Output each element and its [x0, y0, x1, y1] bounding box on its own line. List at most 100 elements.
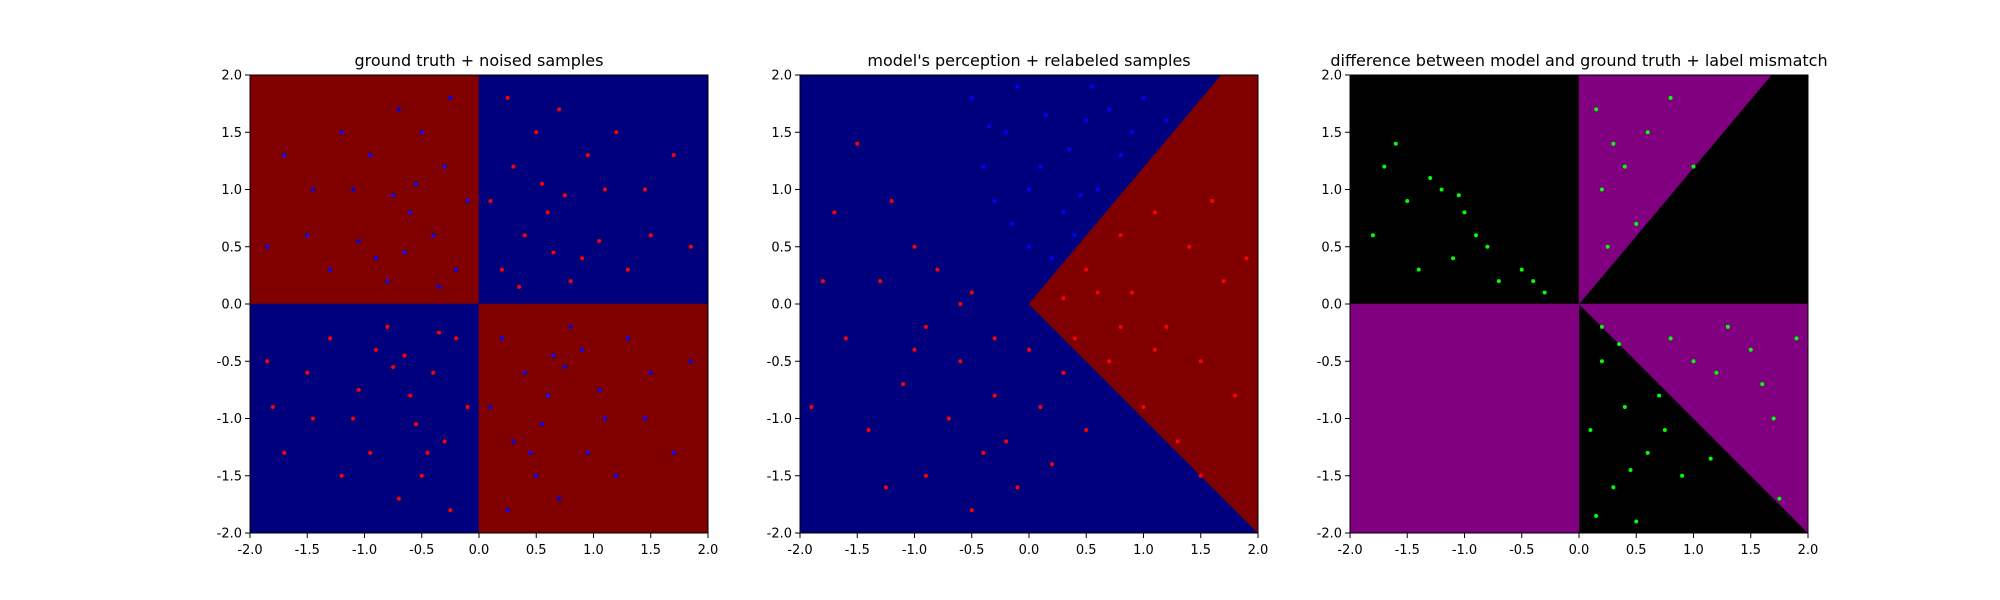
point-series-2: [981, 164, 986, 169]
point-series-1: [425, 450, 430, 455]
point-series-2: [511, 439, 516, 444]
point-series-1: [557, 107, 562, 112]
point-series-1: [809, 405, 814, 410]
point-series-1: [1599, 187, 1604, 192]
point-series-1: [414, 422, 419, 427]
point-series-2: [431, 233, 436, 238]
point-series-1: [1594, 513, 1599, 518]
x-tick-label: -1.0: [1452, 543, 1477, 558]
point-series-1: [1462, 210, 1467, 215]
region-4: [478, 303, 708, 533]
point-series-2: [1141, 95, 1146, 100]
point-series-1: [351, 416, 356, 421]
point-series-1: [820, 279, 825, 284]
point-series-1: [1628, 468, 1633, 473]
region-1: [250, 75, 480, 305]
point-series-1: [1691, 164, 1696, 169]
point-series-1: [1233, 393, 1238, 398]
point-series-1: [270, 405, 275, 410]
point-series-2: [488, 405, 493, 410]
y-tick-label: 2.0: [771, 69, 792, 84]
point-series-2: [969, 95, 974, 100]
point-series-2: [688, 359, 693, 364]
point-series-1: [305, 370, 310, 375]
point-series-2: [356, 239, 361, 244]
point-series-2: [454, 267, 459, 272]
point-series-2: [448, 95, 453, 100]
point-series-1: [1428, 176, 1433, 181]
point-series-2: [539, 422, 544, 427]
point-series-1: [1662, 427, 1667, 432]
point-series-1: [448, 508, 453, 513]
point-series-1: [946, 416, 951, 421]
point-series-1: [597, 239, 602, 244]
point-series-1: [1657, 393, 1662, 398]
x-tick-label: 1.0: [1133, 543, 1154, 558]
x-tick-label: 0.5: [526, 543, 547, 558]
point-series-2: [339, 130, 344, 135]
point-series-1: [339, 473, 344, 478]
point-series-1: [1760, 382, 1765, 387]
chart-panel-2: -2.0 -1.5 -1.0 -0.5 0.0 0.5 1.0 1.5 2.0 -2.0 -1.5 -…: [767, 51, 1269, 558]
point-series-1: [992, 393, 997, 398]
point-series-2: [419, 130, 424, 135]
point-series-1: [505, 95, 510, 100]
point-series-1: [923, 473, 928, 478]
point-series-1: [1485, 244, 1490, 249]
plot-area: [250, 75, 708, 533]
point-series-1: [1049, 462, 1054, 467]
point-series-1: [1634, 519, 1639, 524]
point-series-1: [1221, 279, 1226, 284]
x-tick-label: -1.5: [295, 543, 320, 558]
point-series-2: [1130, 130, 1135, 135]
point-series-1: [1072, 336, 1077, 341]
point-series-1: [1451, 256, 1456, 261]
point-series-2: [1118, 153, 1123, 158]
x-tick-label: 2.0: [698, 543, 719, 558]
point-series-1: [1611, 485, 1616, 490]
point-series-1: [1152, 210, 1157, 215]
region-4: [1350, 303, 1580, 533]
point-series-1: [935, 267, 940, 272]
point-series-1: [1187, 244, 1192, 249]
point-series-2: [557, 496, 562, 501]
point-series-2: [465, 198, 470, 203]
point-series-2: [528, 450, 533, 455]
point-series-1: [1405, 198, 1410, 203]
point-series-2: [1015, 84, 1020, 89]
point-series-2: [1038, 164, 1043, 169]
point-series-1: [356, 387, 361, 392]
point-series-2: [585, 450, 590, 455]
x-tick-label: 1.5: [1190, 543, 1211, 558]
point-series-2: [1044, 113, 1049, 118]
y-tick-label: 0.5: [771, 240, 792, 255]
x-tick-label: 0.5: [1626, 543, 1647, 558]
chart-title: model's perception + relabeled samples: [867, 51, 1190, 70]
x-tick-label: 1.0: [1683, 543, 1704, 558]
y-tick-label: 0.0: [1321, 298, 1342, 313]
point-series-2: [505, 508, 510, 513]
point-series-1: [625, 267, 630, 272]
x-tick-label: -0.5: [409, 543, 434, 558]
x-tick-label: 0.0: [469, 543, 490, 558]
point-series-2: [534, 473, 539, 478]
y-tick-label: -1.0: [1317, 412, 1342, 427]
point-series-1: [1599, 359, 1604, 364]
x-tick-label: 0.5: [1076, 543, 1097, 558]
point-series-2: [1009, 221, 1014, 226]
y-tick-label: -0.5: [767, 355, 792, 370]
point-series-1: [1473, 233, 1478, 238]
point-series-1: [1198, 359, 1203, 364]
point-series-1: [832, 210, 837, 215]
y-tick-label: 0.0: [221, 298, 242, 313]
point-series-1: [1061, 296, 1066, 301]
point-series-1: [1084, 267, 1089, 272]
point-series-1: [1714, 370, 1719, 375]
point-series-2: [1061, 210, 1066, 215]
y-tick-label: 0.0: [771, 298, 792, 313]
plot-area: [1350, 75, 1808, 533]
y-tick-label: 1.0: [221, 183, 242, 198]
point-series-2: [391, 193, 396, 198]
point-series-1: [310, 416, 315, 421]
point-series-1: [580, 256, 585, 261]
